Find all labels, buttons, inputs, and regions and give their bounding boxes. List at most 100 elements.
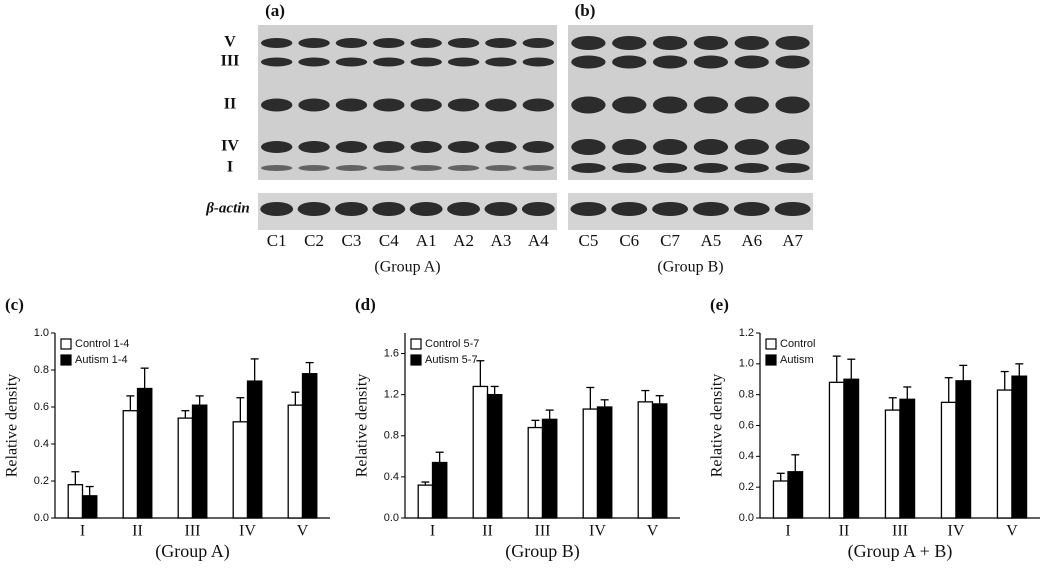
- legend-label: Control 5-7: [425, 338, 479, 350]
- bar: [122, 410, 139, 519]
- blot-band: [260, 57, 293, 67]
- panel-label: (c): [5, 295, 24, 314]
- actin-band: [733, 202, 770, 216]
- blot-band: [522, 165, 555, 171]
- bar: [246, 380, 263, 519]
- blot-band: [335, 57, 368, 67]
- bar: [527, 426, 544, 519]
- blot-band: [612, 55, 647, 69]
- blot-band: [260, 165, 293, 171]
- actin-band: [409, 202, 443, 216]
- lane-label: A7: [782, 231, 803, 250]
- bar: [651, 403, 668, 519]
- legend-swatch: [60, 354, 72, 366]
- blot-band: [652, 163, 688, 173]
- blot-band: [410, 98, 442, 112]
- bar: [472, 385, 489, 519]
- blot-membrane: [568, 25, 813, 180]
- blot-band: [775, 163, 810, 173]
- band-label: I: [227, 159, 233, 176]
- legend-label: Control: [780, 338, 815, 350]
- bar: [828, 381, 845, 519]
- blot-band: [485, 57, 517, 67]
- lane-label: C2: [304, 231, 324, 250]
- blot-band: [335, 98, 368, 112]
- actin-band: [652, 202, 689, 216]
- group-label: (Group B): [657, 259, 723, 276]
- blot-band: [693, 139, 729, 155]
- y-tick-label: 0.8: [34, 364, 49, 376]
- legend-label: Autism: [780, 354, 814, 366]
- blot-band: [612, 36, 647, 50]
- blot-band: [260, 98, 293, 112]
- x-tick-label: III: [892, 523, 908, 540]
- x-tick-label: I: [430, 523, 435, 540]
- lane-label: C1: [267, 231, 287, 250]
- bar: [884, 409, 901, 519]
- legend-label: Control 1-4: [75, 338, 129, 350]
- lane-label: A6: [741, 231, 762, 250]
- blot-band: [260, 141, 293, 153]
- actin-band: [447, 202, 481, 216]
- blot-band: [571, 55, 606, 69]
- x-tick-label: I: [785, 523, 790, 540]
- bar: [177, 417, 194, 519]
- y-tick-label: 0.6: [739, 419, 754, 431]
- y-tick-label: 1.2: [384, 389, 399, 401]
- blot-band: [775, 55, 810, 69]
- actin-band: [692, 202, 729, 216]
- actin-band: [484, 202, 518, 216]
- blot-band: [775, 139, 810, 155]
- blot-band: [373, 98, 405, 112]
- bar: [81, 495, 98, 519]
- blot-band: [652, 55, 688, 69]
- bar: [787, 471, 804, 519]
- lane-label: A5: [701, 231, 722, 250]
- x-tick-label: IV: [239, 523, 256, 540]
- blot-band: [373, 57, 405, 67]
- blot-band: [652, 36, 688, 50]
- band-label: IV: [221, 138, 239, 155]
- blot-band: [522, 57, 555, 67]
- panel-label: (d): [355, 295, 376, 314]
- blot-band: [485, 165, 517, 171]
- lane-label: A1: [416, 231, 437, 250]
- x-tick-label: IV: [948, 523, 965, 540]
- blot-band: [734, 163, 769, 173]
- legend-swatch: [410, 338, 422, 350]
- y-tick-label: 1.0: [739, 358, 754, 370]
- blot-band: [447, 57, 480, 67]
- y-axis-label: Relative density: [354, 374, 371, 478]
- lane-label: C6: [619, 231, 639, 250]
- blot-band: [612, 139, 647, 155]
- band-label: III: [221, 53, 240, 70]
- blot-band: [298, 141, 330, 153]
- bar: [955, 380, 972, 519]
- legend-swatch: [410, 354, 422, 366]
- lane-label: A4: [528, 231, 549, 250]
- x-tick-label: II: [132, 523, 143, 540]
- group-label: (Group A): [374, 259, 440, 276]
- bar: [301, 373, 318, 519]
- bar: [431, 461, 448, 519]
- x-axis-label: (Group A): [155, 541, 230, 562]
- lane-label: C5: [578, 231, 598, 250]
- blot-band: [373, 141, 405, 153]
- actin-band: [521, 202, 555, 216]
- blot-band: [335, 38, 368, 48]
- blot-band: [410, 165, 442, 171]
- band-label: II: [224, 96, 236, 113]
- y-tick-label: 0.2: [739, 481, 754, 493]
- blot-band: [612, 96, 647, 114]
- lane-label: C4: [379, 231, 399, 250]
- blot-band: [734, 36, 769, 50]
- bar: [136, 387, 153, 519]
- x-axis-label: (Group A + B): [848, 541, 953, 562]
- bar: [541, 418, 558, 519]
- x-tick-label: V: [297, 523, 309, 540]
- x-tick-label: II: [839, 523, 850, 540]
- x-tick-label: V: [647, 523, 659, 540]
- actin-band: [570, 202, 607, 216]
- x-tick-label: II: [482, 523, 493, 540]
- blot-band: [298, 98, 330, 112]
